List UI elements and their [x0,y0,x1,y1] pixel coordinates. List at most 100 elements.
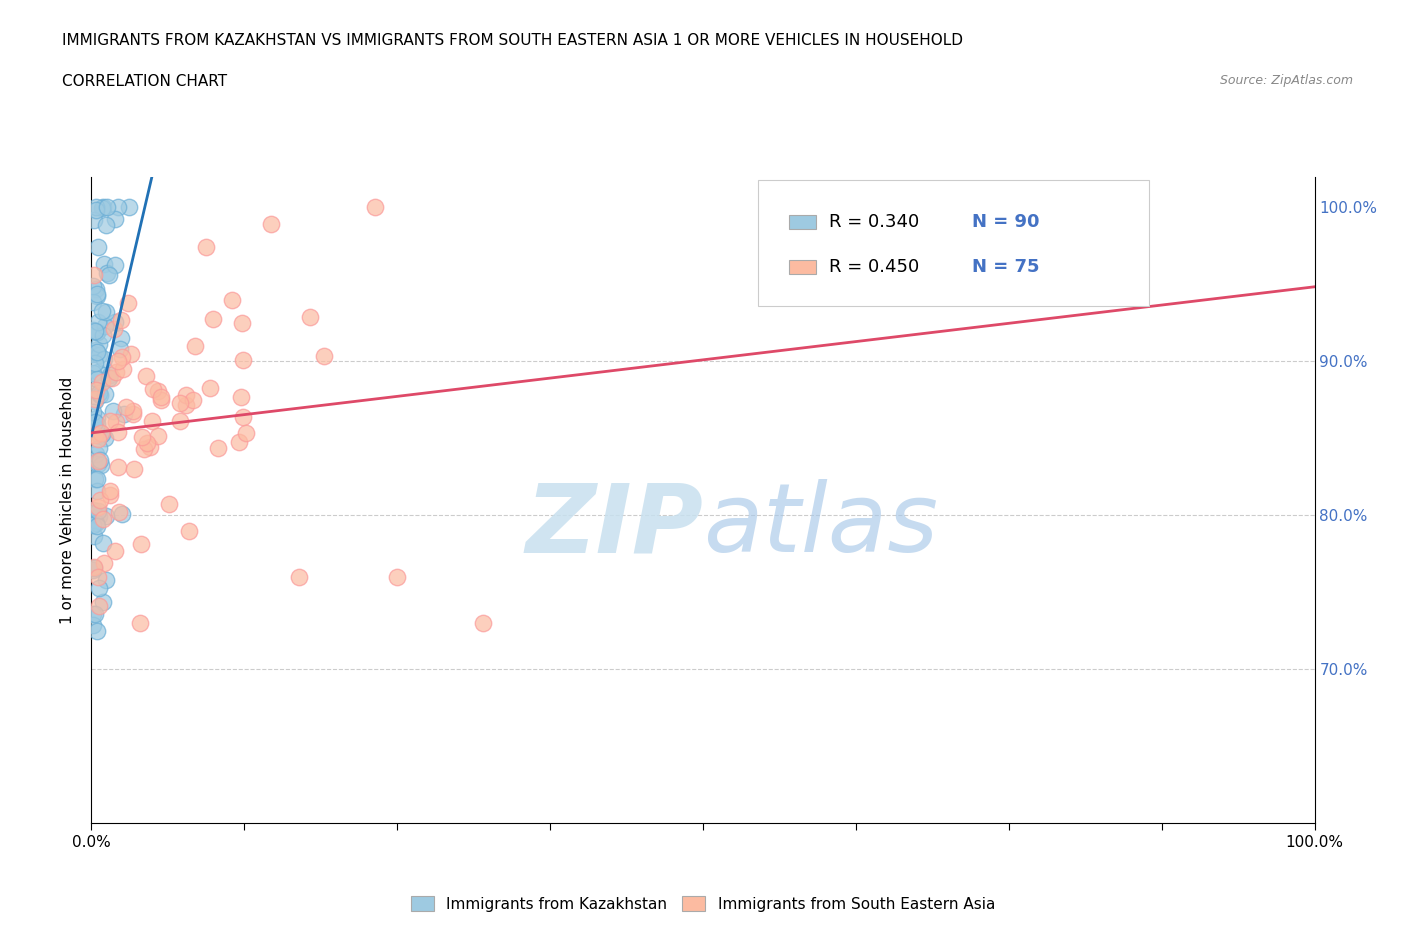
Point [86,417,108,432]
Point [93,318,115,333]
Text: R = 0.450: R = 0.450 [830,259,920,276]
Point [91,328,114,343]
Point [82,323,104,338]
Point [82,606,104,621]
Legend: Immigrants from Kazakhstan, Immigrants from South Eastern Asia: Immigrants from Kazakhstan, Immigrants f… [405,889,1001,918]
Point [89,388,111,403]
Point [82,618,104,633]
Point [94,509,117,524]
Point [98,367,121,382]
Point [105,415,128,430]
Point [201,312,224,326]
Point [89,493,111,508]
Point [96,200,118,215]
Point [84,200,107,215]
Point [120,346,142,361]
Point [110,331,132,346]
Point [84,382,107,397]
Text: atlas: atlas [703,479,938,572]
Point [139,439,162,454]
Point [93,555,115,570]
Point [98,414,121,429]
Point [86,286,108,301]
Point [84,446,107,461]
Point [87,239,110,254]
Text: ZIP: ZIP [524,479,703,572]
Point [84,355,107,370]
Point [82,365,104,380]
Point [84,203,107,218]
Point [87,580,110,595]
Point [83,529,105,544]
Point [101,403,124,418]
Point [98,484,121,498]
Point [90,426,112,441]
Point [169,395,191,410]
Point [83,457,105,472]
Point [142,381,165,396]
Point [91,536,114,551]
Point [107,353,129,368]
Point [141,414,163,429]
Point [90,426,112,441]
FancyBboxPatch shape [789,260,815,274]
Point [82,347,104,362]
Point [87,499,110,514]
Point [89,347,111,362]
Point [100,370,122,385]
Point [104,314,127,329]
Point [207,440,229,455]
Point [86,411,108,426]
Point [86,503,108,518]
Point [174,398,197,413]
Point [86,519,108,534]
Point [86,569,108,584]
Point [87,365,110,379]
Point [231,390,253,405]
Point [96,573,118,588]
Y-axis label: 1 or more Vehicles in Household: 1 or more Vehicles in Household [60,377,76,623]
Point [83,419,105,434]
Point [91,303,114,318]
Point [385,569,409,584]
Point [128,616,150,631]
Point [107,200,129,215]
Point [87,508,110,523]
Point [94,218,117,232]
Point [84,428,107,443]
Point [83,472,105,486]
Point [181,392,204,407]
Point [235,426,257,441]
Point [471,616,494,631]
Point [89,453,111,468]
Point [86,288,108,303]
Point [93,352,115,366]
Point [87,454,110,469]
Text: N = 90: N = 90 [972,213,1039,231]
Point [179,524,201,538]
Point [83,268,105,283]
Point [87,432,110,446]
Point [87,457,110,472]
Point [103,322,125,337]
Point [83,560,105,575]
Point [93,257,115,272]
Point [83,324,105,339]
Point [148,383,170,398]
Point [232,410,254,425]
Text: N = 75: N = 75 [972,259,1039,276]
Point [132,442,155,457]
Point [104,258,127,272]
Point [194,239,217,254]
Point [82,278,104,293]
Point [146,429,169,444]
Point [86,344,108,359]
Point [131,430,153,445]
Point [107,425,129,440]
Point [84,393,107,408]
Point [157,497,180,512]
Point [121,404,143,418]
Point [150,392,173,407]
Point [86,383,108,398]
Point [221,292,243,307]
